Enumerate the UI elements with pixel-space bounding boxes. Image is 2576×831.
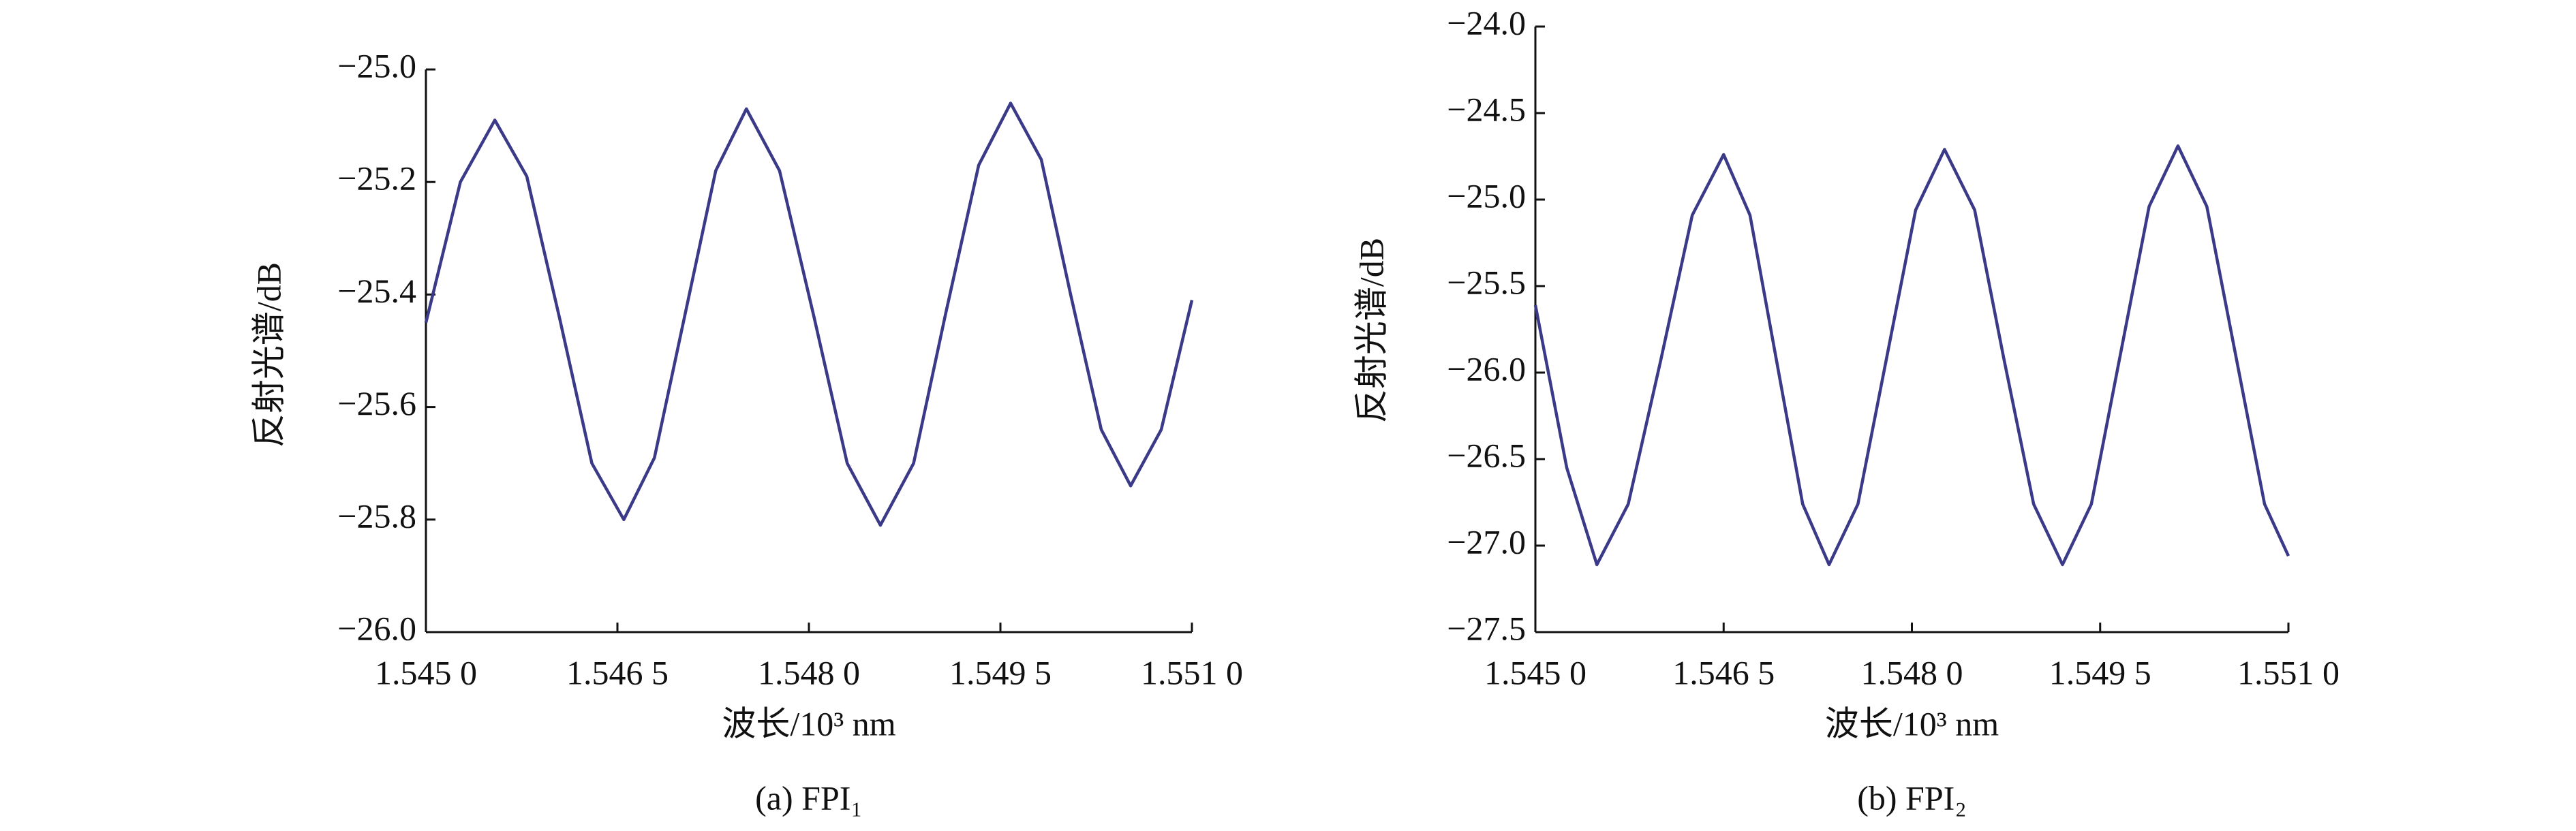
y-tick-label: −25.5 <box>1447 263 1526 301</box>
y-tick-label: −26.0 <box>1447 349 1526 388</box>
x-tick-label: 1.551 0 <box>1141 653 1243 691</box>
y-tick-label: −27.0 <box>1447 522 1526 561</box>
data-line <box>1533 144 2290 567</box>
y-tick-label: −25.0 <box>337 46 416 84</box>
data-line <box>424 101 1194 527</box>
y-axis-label: 反射光谱/dB <box>249 262 288 448</box>
y-tick-label: −25.0 <box>1447 176 1526 215</box>
x-tick-label: 1.549 5 <box>949 653 1052 691</box>
y-tick-label: −24.5 <box>1447 90 1526 128</box>
y-tick-label: −25.6 <box>337 384 416 422</box>
y-axis-label: 反射光谱/dB <box>1352 238 1390 423</box>
y-tick-label: −25.2 <box>337 159 416 198</box>
x-tick-label: 1.548 0 <box>1861 653 1963 691</box>
x-tick-label: 1.545 0 <box>1484 653 1586 691</box>
x-axis-label: 波长/10³ nm <box>1825 704 1999 742</box>
y-tick-label: −27.5 <box>1447 609 1526 647</box>
x-tick-label: 1.551 0 <box>2237 653 2340 691</box>
y-tick-label: −26.5 <box>1447 436 1526 474</box>
x-axis-label: 波长/10³ nm <box>722 704 895 742</box>
caption: (b) FPI₂ <box>1857 779 1967 817</box>
y-tick-label: −24.0 <box>1447 3 1526 42</box>
x-tick-label: 1.545 0 <box>375 653 477 691</box>
y-tick-label: −25.4 <box>337 272 416 310</box>
x-tick-label: 1.548 0 <box>758 653 860 691</box>
x-tick-label: 1.549 5 <box>2049 653 2151 691</box>
x-tick-label: 1.546 5 <box>1672 653 1775 691</box>
y-tick-label: −25.8 <box>337 497 416 535</box>
x-tick-label: 1.546 5 <box>566 653 669 691</box>
y-tick-label: −26.0 <box>337 609 416 647</box>
caption: (a) FPI₁ <box>755 779 863 817</box>
